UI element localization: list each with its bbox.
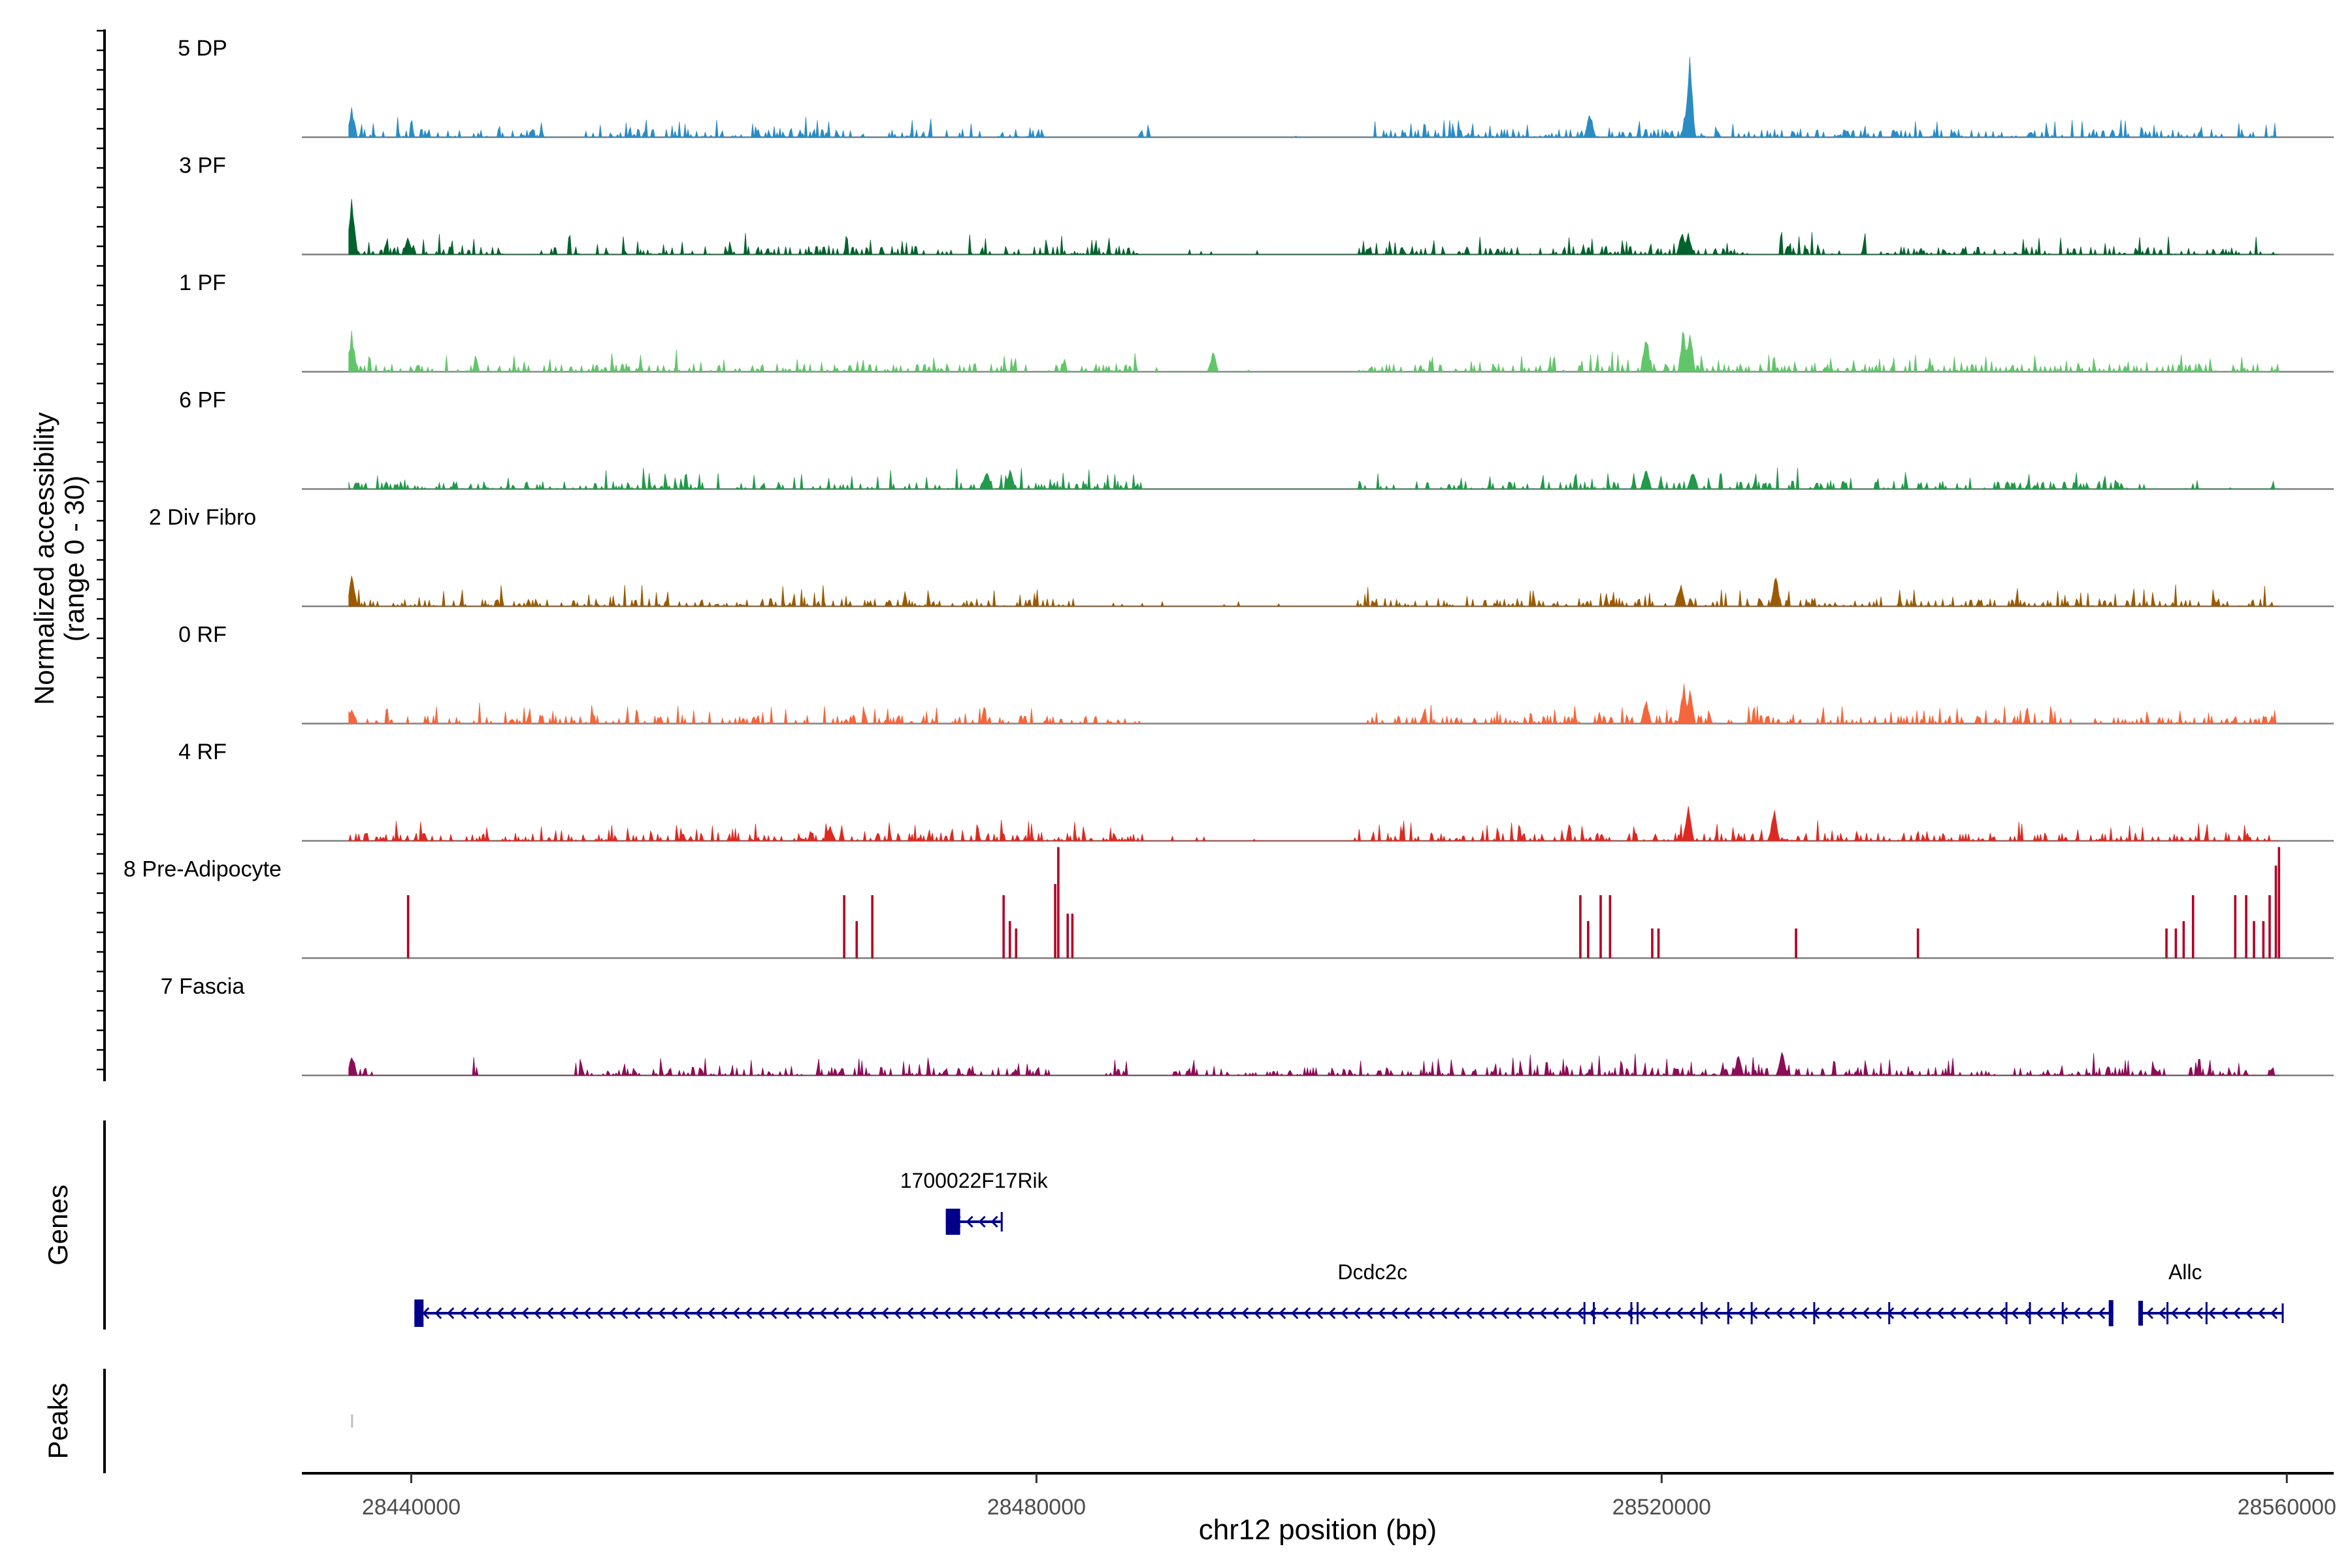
- gene-allc: Allc: [2138, 1260, 2284, 1326]
- peak-region: [351, 1414, 353, 1428]
- signal-spike: [1015, 928, 1018, 958]
- coverage-area: [348, 1052, 2279, 1076]
- x-tick-label: 28560000: [2238, 1495, 2336, 1520]
- signal-spike: [1054, 884, 1056, 958]
- genes-panel-label: Genes: [42, 1184, 73, 1266]
- signal-spike: [2182, 921, 2185, 958]
- exon: [1813, 1302, 1816, 1324]
- signal-spike: [843, 895, 845, 958]
- strand-chevrons: [2146, 1307, 2278, 1320]
- signal-spike: [1579, 895, 1582, 958]
- track-8-pre-adipocyte: 8 Pre-Adipocyte: [123, 847, 2334, 959]
- signal-spike: [2278, 847, 2281, 958]
- exon: [2166, 1302, 2169, 1324]
- track-4-rf: 4 RF: [178, 740, 2334, 842]
- exon: [2061, 1302, 2064, 1324]
- signal-spike: [2268, 895, 2271, 958]
- signal-spike: [2274, 865, 2278, 958]
- gene-annotations: 1700022F17Rik Dcdc2c Allc: [414, 1169, 2284, 1327]
- track-7-fascia: 7 Fascia: [161, 974, 2334, 1077]
- exon: [1727, 1302, 1729, 1324]
- signal-spike: [2262, 921, 2265, 958]
- exon: [2138, 1301, 2143, 1326]
- signal-spike: [2174, 928, 2178, 958]
- track-label: 1 PF: [179, 270, 226, 295]
- signal-spike: [855, 921, 858, 958]
- exon: [2205, 1302, 2208, 1324]
- coverage-area: [348, 576, 2279, 607]
- signal-spike: [2245, 895, 2247, 958]
- exon: [1583, 1302, 1586, 1324]
- track-y-ticks: [97, 29, 105, 1071]
- coverage-area: [348, 806, 2279, 841]
- track-label: 8 Pre-Adipocyte: [123, 857, 282, 882]
- track-label: 5 DP: [178, 36, 227, 61]
- signal-spike: [1657, 928, 1660, 958]
- signal-spike: [1587, 921, 1590, 958]
- signal-spike: [1008, 921, 1011, 958]
- x-tick-label: 28520000: [1612, 1495, 1711, 1520]
- signal-spike: [1002, 895, 1005, 958]
- exon: [1701, 1302, 1703, 1324]
- gene-dcdc2c: Dcdc2c: [414, 1260, 2114, 1327]
- track-6-pf: 6 PF: [179, 388, 2334, 490]
- exon: [1593, 1302, 1595, 1324]
- signal-spike: [1609, 895, 1612, 958]
- exon: [945, 1209, 960, 1235]
- signal-spike: [2253, 921, 2255, 958]
- peaks-panel-label: Peaks: [42, 1383, 73, 1460]
- signal-spike: [2234, 895, 2237, 958]
- track-5-dp: 5 DP: [178, 36, 2334, 139]
- exon: [1637, 1302, 1639, 1324]
- coverage-area: [348, 56, 2279, 138]
- signal-spike: [871, 895, 874, 958]
- exon: [1630, 1302, 1633, 1324]
- exon: [1000, 1212, 1003, 1232]
- y-axis-label-line2: (range 0 - 30): [59, 476, 90, 642]
- track-label: 0 RF: [178, 623, 227, 647]
- x-axis-ticks: 28440000 28480000 28520000 28560000: [362, 1473, 2336, 1520]
- signal-spike: [1057, 847, 1060, 958]
- exon: [2029, 1302, 2031, 1324]
- track-label: 4 RF: [178, 740, 227, 764]
- peak-regions: [351, 1414, 353, 1428]
- coverage-area: [348, 683, 2279, 724]
- coverage-area: [348, 467, 2279, 489]
- gene-label: Allc: [2168, 1260, 2202, 1284]
- signal-spike: [1071, 913, 1074, 958]
- track-label: 7 Fascia: [161, 974, 245, 999]
- x-tick-label: 28440000: [362, 1495, 461, 1520]
- signal-spike: [2191, 895, 2195, 958]
- track-label: 3 PF: [179, 154, 226, 178]
- exon: [2108, 1300, 2114, 1326]
- track-label: 2 Div Fibro: [149, 505, 256, 530]
- x-axis-label: chr12 position (bp): [1199, 1514, 1437, 1546]
- exon: [414, 1299, 424, 1327]
- track-2-div-fibro: 2 Div Fibro: [149, 505, 2334, 608]
- signal-spike: [406, 895, 410, 958]
- y-axis-label-line1: Normalized accessibility: [29, 412, 59, 705]
- gene-1700022f17rik: 1700022F17Rik: [900, 1169, 1049, 1235]
- exon: [1750, 1302, 1753, 1324]
- signal-spike: [1795, 928, 1797, 958]
- gene-label: 1700022F17Rik: [900, 1169, 1049, 1192]
- coverage-area: [348, 199, 2279, 255]
- x-tick-label: 28480000: [987, 1495, 1086, 1520]
- coverage-tracks: 5 DP 3 PF 1 PF 6 PF 2 Div Fibro 0 RF 4 RF 8 Pre…: [123, 36, 2334, 1077]
- exon: [1888, 1302, 1891, 1324]
- track-0-rf: 0 RF: [178, 623, 2334, 725]
- exon: [2005, 1302, 2008, 1324]
- signal-spike: [1916, 928, 1919, 958]
- signal-spike: [2165, 928, 2168, 958]
- gene-label: Dcdc2c: [1337, 1260, 1407, 1284]
- track-3-pf: 3 PF: [179, 154, 2334, 255]
- track-1-pf: 1 PF: [179, 270, 2334, 373]
- signal-spike: [1599, 895, 1602, 958]
- exon: [2281, 1303, 2284, 1323]
- signal-spike: [1651, 928, 1654, 958]
- track-label: 6 PF: [179, 388, 226, 413]
- signal-spike: [1066, 913, 1070, 958]
- coverage-area: [348, 330, 2279, 372]
